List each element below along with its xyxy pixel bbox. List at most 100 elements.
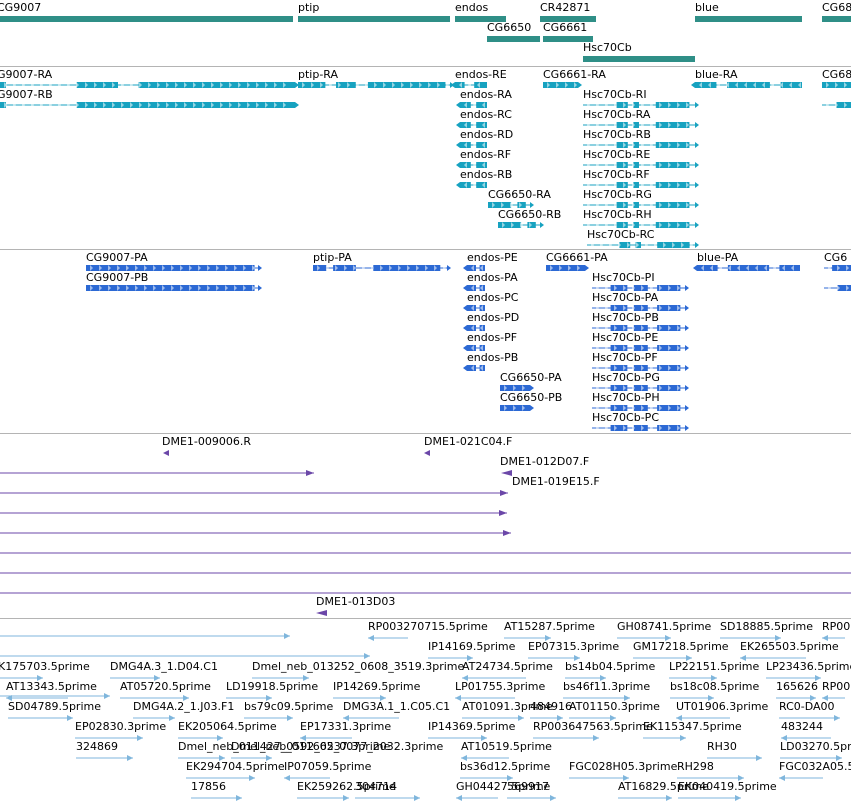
primer-glyph-43[interactable] bbox=[227, 753, 276, 763]
refseq-transcript-label-15[interactable]: Hsc70Cb-PE bbox=[592, 331, 659, 344]
refseq-transcript-label-3[interactable]: endos-PE bbox=[467, 251, 518, 264]
primer-glyph-31[interactable] bbox=[565, 713, 620, 723]
gene-glyph-3[interactable] bbox=[536, 14, 600, 24]
refseq-transcript-label-21[interactable]: CG6 bbox=[824, 251, 848, 264]
primer-glyph-50[interactable] bbox=[565, 773, 633, 783]
refseq-transcript-glyph-11[interactable] bbox=[542, 263, 589, 273]
primer-glyph-32[interactable] bbox=[672, 713, 734, 723]
flybase-transcript-glyph-7[interactable] bbox=[456, 160, 491, 170]
flybase-transcript-label-2[interactable]: ptip-RA bbox=[298, 68, 339, 81]
primer-label-17[interactable]: AT05720.5prime bbox=[120, 680, 211, 693]
primer-glyph-33[interactable] bbox=[775, 713, 844, 723]
primer-glyph-56[interactable] bbox=[452, 793, 502, 802]
refseq-transcript-label-2[interactable]: ptip-PA bbox=[313, 251, 352, 264]
primer-glyph-11[interactable] bbox=[248, 673, 313, 683]
primer-glyph-22[interactable] bbox=[666, 693, 718, 703]
primer-glyph-3[interactable] bbox=[716, 633, 785, 643]
flybase-transcript-label-1[interactable]: G9007-RB bbox=[0, 88, 53, 101]
flybase-transcript-label-18[interactable]: Hsc70Cb-RH bbox=[583, 208, 652, 221]
flybase-transcript-glyph-11[interactable] bbox=[539, 80, 582, 90]
flybase-transcript-glyph-5[interactable] bbox=[456, 120, 491, 130]
primer-glyph-1[interactable] bbox=[500, 633, 555, 643]
flybase-transcript-label-8[interactable]: endos-RB bbox=[460, 168, 513, 181]
primer-glyph-9[interactable] bbox=[0, 673, 47, 683]
primer-label-12[interactable]: AT24734.5prime bbox=[462, 660, 553, 673]
est-glyph-0[interactable] bbox=[159, 448, 173, 458]
primer-glyph-37[interactable] bbox=[424, 733, 491, 743]
refseq-transcript-label-0[interactable]: CG9007-PA bbox=[86, 251, 148, 264]
gene-glyph-2[interactable] bbox=[451, 14, 510, 24]
refseq-transcript-glyph-16[interactable] bbox=[588, 363, 689, 373]
primer-label-3[interactable]: SD18885.5prime bbox=[720, 620, 813, 633]
refseq-transcript-label-10[interactable]: CG6650-PB bbox=[500, 391, 563, 404]
gene-label-0[interactable]: CG9007 bbox=[0, 1, 42, 14]
refseq-transcript-label-17[interactable]: Hsc70Cb-PG bbox=[592, 371, 660, 384]
refseq-transcript-label-6[interactable]: endos-PD bbox=[467, 311, 520, 324]
gene-glyph-1[interactable] bbox=[294, 14, 454, 24]
primer-glyph-18[interactable] bbox=[222, 693, 276, 703]
primer-label-15[interactable]: LP23436.5prime bbox=[766, 660, 851, 673]
primer-label-19[interactable]: IP14269.5prime bbox=[333, 680, 421, 693]
primer-glyph-2[interactable] bbox=[613, 633, 675, 643]
gene-label-3[interactable]: CR42871 bbox=[540, 1, 591, 14]
primer-glyph-long-0[interactable] bbox=[0, 651, 374, 661]
primer-glyph-25[interactable] bbox=[4, 713, 77, 723]
gene-label-8[interactable]: CG68 bbox=[822, 1, 851, 14]
flybase-transcript-label-15[interactable]: Hsc70Cb-RE bbox=[583, 148, 651, 161]
refseq-transcript-glyph-9[interactable] bbox=[496, 383, 534, 393]
primer-label-36[interactable]: EP17331.3prime bbox=[300, 720, 392, 733]
est-glyph-1[interactable] bbox=[420, 448, 434, 458]
primer-glyph-48[interactable] bbox=[280, 773, 334, 783]
flybase-transcript-glyph-22[interactable] bbox=[818, 100, 851, 110]
primer-glyph-29[interactable] bbox=[458, 713, 528, 723]
primer-label-49[interactable]: bs36d12.5prime bbox=[460, 760, 551, 773]
gene-label-4[interactable]: CG6650 bbox=[487, 21, 532, 34]
primer-label-27[interactable]: bs79c09.5prime bbox=[244, 700, 334, 713]
est-label-2[interactable]: DME1-012D07.F bbox=[500, 455, 590, 468]
primer-label-20[interactable]: LP01755.3prime bbox=[455, 680, 546, 693]
refseq-transcript-glyph-10[interactable] bbox=[496, 403, 534, 413]
est-glyph-7[interactable] bbox=[0, 548, 851, 558]
primer-label-56[interactable]: GH04427.5prime bbox=[456, 780, 551, 793]
refseq-transcript-glyph-14[interactable] bbox=[588, 323, 689, 333]
refseq-transcript-label-20[interactable]: blue-PA bbox=[697, 251, 739, 264]
refseq-transcript-label-11[interactable]: CG6661-PA bbox=[546, 251, 608, 264]
refseq-transcript-glyph-13[interactable] bbox=[588, 303, 689, 313]
primer-glyph-4[interactable] bbox=[818, 633, 849, 643]
refseq-transcript-label-18[interactable]: Hsc70Cb-PH bbox=[592, 391, 660, 404]
primer-label-33[interactable]: RC0-DA00 bbox=[779, 700, 835, 713]
primer-label-13[interactable]: bs14b04.5prime bbox=[565, 660, 656, 673]
flybase-transcript-label-7[interactable]: endos-RF bbox=[460, 148, 512, 161]
primer-glyph-15[interactable] bbox=[762, 673, 825, 683]
refseq-transcript-label-4[interactable]: endos-PA bbox=[467, 271, 518, 284]
primer-label-35[interactable]: EK205064.5prime bbox=[178, 720, 277, 733]
primer-label-28[interactable]: DMG3A.1_1.C05.C1 bbox=[343, 700, 451, 713]
primer-glyph-52[interactable] bbox=[775, 773, 827, 783]
primer-label-54[interactable]: EK259262.5prime bbox=[297, 780, 396, 793]
primer-label-26[interactable]: DMG4A.2_1.J03.F1 bbox=[133, 700, 235, 713]
primer-glyph-14[interactable] bbox=[665, 673, 721, 683]
primer-glyph-42[interactable] bbox=[174, 753, 229, 763]
primer-glyph-6[interactable] bbox=[524, 653, 584, 663]
flybase-transcript-glyph-18[interactable] bbox=[579, 220, 699, 230]
primer-label-31[interactable]: AT01150.3prime bbox=[569, 700, 660, 713]
refseq-transcript-glyph-7[interactable] bbox=[463, 343, 489, 353]
flybase-transcript-glyph-20[interactable] bbox=[691, 80, 806, 90]
refseq-transcript-label-1[interactable]: CG9007-PB bbox=[86, 271, 149, 284]
primer-glyph-39[interactable] bbox=[639, 733, 690, 743]
flybase-transcript-label-5[interactable]: endos-RC bbox=[460, 108, 512, 121]
primer-glyph-44[interactable] bbox=[457, 753, 513, 763]
flybase-transcript-glyph-14[interactable] bbox=[579, 140, 699, 150]
est-glyph-4[interactable] bbox=[0, 488, 512, 498]
refseq-transcript-glyph-1[interactable] bbox=[82, 283, 262, 293]
primer-label-38[interactable]: RP003647563.5prime bbox=[533, 720, 653, 733]
refseq-transcript-label-5[interactable]: endos-PC bbox=[467, 291, 519, 304]
est-label-0[interactable]: DME1-009006.R bbox=[162, 435, 252, 448]
flybase-transcript-label-20[interactable]: blue-RA bbox=[695, 68, 738, 81]
refseq-transcript-glyph-19[interactable] bbox=[588, 423, 689, 433]
primer-label-24[interactable]: RP00 bbox=[822, 680, 851, 693]
primer-glyph-53[interactable] bbox=[187, 793, 246, 802]
primer-label-30[interactable]: 484916 bbox=[530, 700, 572, 713]
refseq-transcript-label-14[interactable]: Hsc70Cb-PB bbox=[592, 311, 659, 324]
refseq-transcript-glyph-6[interactable] bbox=[463, 323, 489, 333]
